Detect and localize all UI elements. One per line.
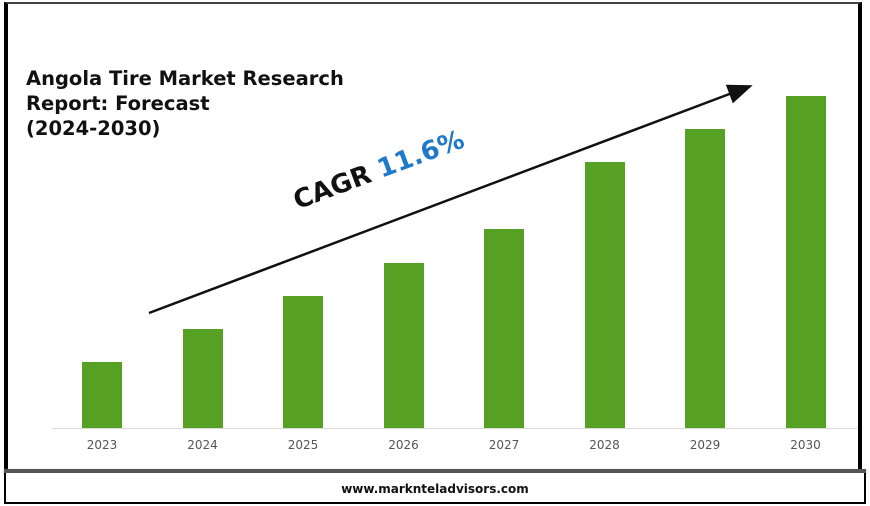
bar-2027 [484,229,524,428]
x-label-2029: 2029 [689,438,721,452]
footer: www.marknteladvisors.com [4,473,866,504]
x-label-2030: 2030 [790,438,821,452]
x-label-2026: 2026 [388,438,419,452]
bar-2029 [685,129,725,428]
x-label-2023: 2023 [86,438,118,452]
bar-2024 [182,329,223,428]
bar-2030 [785,96,826,428]
bar-2023 [82,362,122,428]
x-axis-line [52,428,857,429]
bar-2026 [383,263,424,428]
bar-2028 [584,162,625,428]
title-line-2: Report: Forecast [26,92,210,115]
x-label-2024: 2024 [187,438,218,452]
bar-2025 [283,296,323,428]
title-line-1: Angola Tire Market Research [26,67,344,90]
frame-bottom-border [4,469,866,473]
title-line-3: (2024-2030) [26,117,161,140]
chart-title: Angola Tire Market Research Report: Fore… [26,66,344,141]
footer-url[interactable]: www.marknteladvisors.com [341,482,529,496]
x-label-2027: 2027 [488,438,520,452]
x-label-2025: 2025 [287,438,319,452]
x-label-2028: 2028 [589,438,620,452]
